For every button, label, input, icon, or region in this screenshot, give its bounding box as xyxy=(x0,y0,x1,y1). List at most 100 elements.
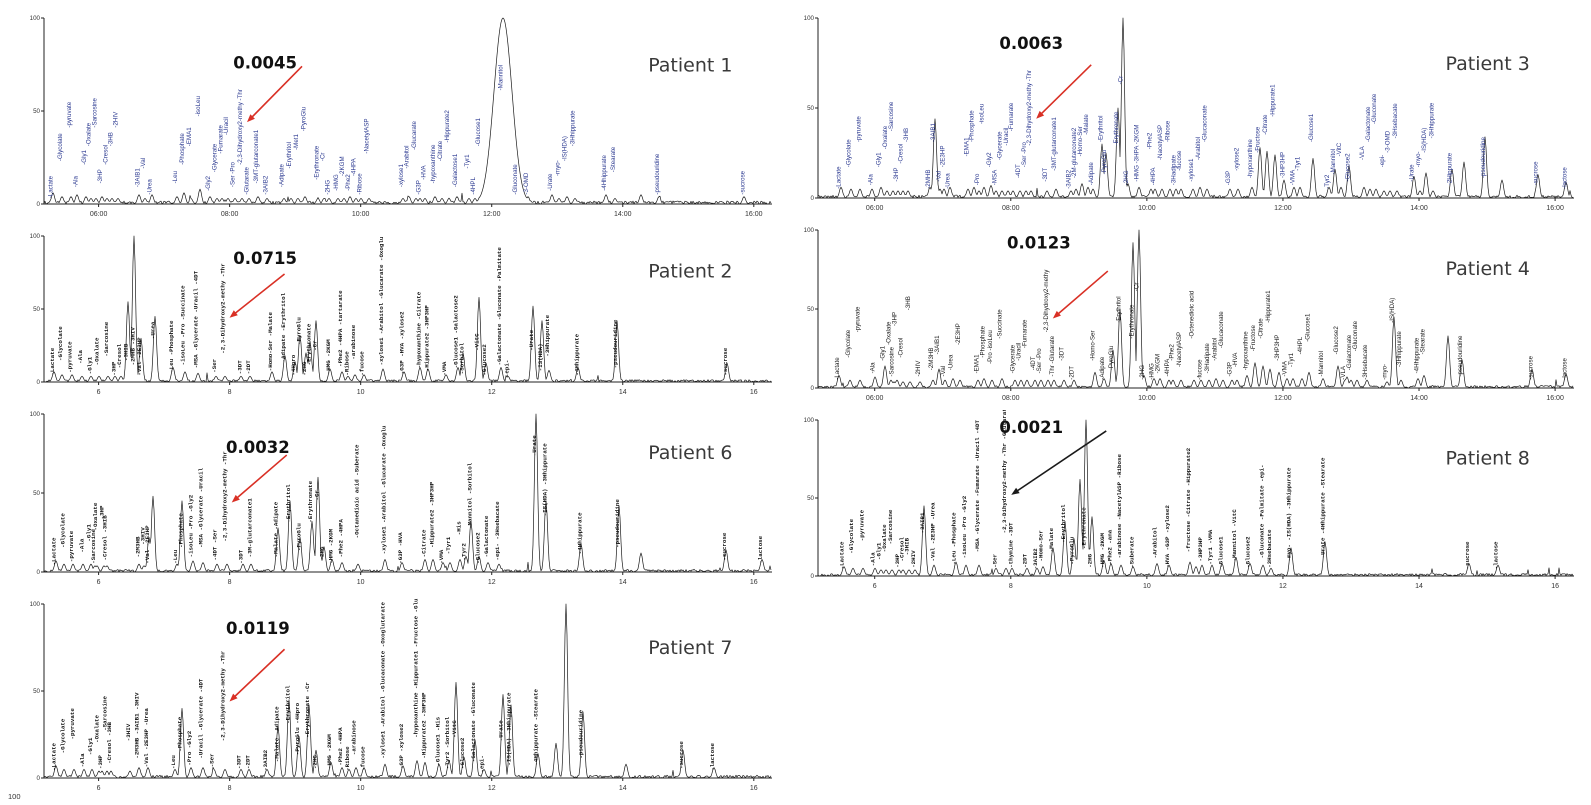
peak-label: -Gluconate xyxy=(1352,320,1359,351)
peak-label: -3Hhippurate xyxy=(1428,102,1435,138)
peak-label: -Glucose2 xyxy=(1245,536,1252,568)
marker-arrowhead-icon xyxy=(1011,487,1020,495)
panel-patient-6: 0 50 100 6 8 10 12 14 16 -Lactate -Glycolate -pyruv… xyxy=(28,404,780,588)
peak-label: -epi- xyxy=(1379,155,1386,167)
peak-label: -Erythronate xyxy=(1128,304,1135,339)
peak-label: -VMA xyxy=(438,549,445,563)
y-tick-label: 100 xyxy=(30,233,41,240)
peak-label: -Citrate xyxy=(437,140,444,161)
x-tick-label: 6 xyxy=(97,389,101,396)
peak-label: -4Hhippurate -Stearate xyxy=(533,689,540,766)
peak-label: -Phosphate xyxy=(969,110,976,142)
peak-label: -Glycerate xyxy=(997,131,1004,160)
peak-label: -IS(HDA) xyxy=(562,136,569,161)
x-tick-label: 12:00 xyxy=(483,211,501,218)
peak-label: -Tyr1 xyxy=(464,154,471,169)
peak-label: -Ser xyxy=(991,553,998,567)
panel-patient-4: 0 50 100 06:00 08:00 10:00 12:00 14:00 16:00 -Lac… xyxy=(802,220,1582,404)
peak-label: -Leu -Phosphate xyxy=(168,320,175,373)
peak-label: -Lactate xyxy=(839,541,846,569)
peak-label: -Urate xyxy=(498,720,505,741)
x-tick-label: 12:00 xyxy=(1274,205,1292,212)
peak-label: -Phe2 -4HPA xyxy=(338,519,345,558)
peak-label: -Urea xyxy=(147,179,154,195)
x-tick-label: 16:00 xyxy=(1546,205,1564,212)
peak-label: -Cresol xyxy=(116,343,123,368)
peak-label: -Val xyxy=(940,366,947,377)
ratio-value: 0.0032 xyxy=(226,438,290,457)
peak-label: -2HG xyxy=(1087,553,1094,567)
x-tick-label: 08:00 xyxy=(1002,205,1020,212)
peak-label: -isoLeu xyxy=(979,103,986,124)
peak-label: -Gly1 xyxy=(876,152,883,167)
peak-label: -MSA xyxy=(991,169,998,185)
peak-label: -pyruvate xyxy=(68,530,75,562)
panel-patient-7: 0 50 100 6 8 10 12 14 16 -Lactate -Glycolate -pyruv… xyxy=(28,594,780,794)
peak-label: -lactose xyxy=(1561,357,1568,379)
peak-label: -Mannitol -Sorbitol xyxy=(466,462,473,529)
chromatogram-patient-2: 0 50 100 6 8 10 12 14 16 -Lactate-Glycolate -pyruv… xyxy=(30,233,772,396)
peak-label: -Cresol xyxy=(102,145,109,165)
peak-label: -pyruvate xyxy=(66,101,73,127)
peak-label: -3DT xyxy=(1042,168,1049,182)
peak-label: -4HPL xyxy=(1297,336,1304,354)
peak-label: -Sarcosine xyxy=(887,509,894,544)
peak-label: -Ser -Pro xyxy=(230,161,237,187)
peak-label: -Tyr1 -VMA xyxy=(1207,529,1214,564)
x-tick-label: 10:00 xyxy=(1138,205,1156,212)
peak-label: -3HP3HP xyxy=(1274,335,1281,361)
peak-label: -pyruvate xyxy=(855,116,862,142)
peak-label: -sucrose xyxy=(1464,541,1471,569)
peak-label: -Glucose2 xyxy=(459,737,466,769)
y-tick-label: 100 xyxy=(30,15,41,22)
peak-label: -PyroGlu xyxy=(295,523,302,551)
peak-label: -Urea xyxy=(150,321,157,339)
peak-label: -4Hhippurate xyxy=(601,154,608,190)
peak-label: -fructose -Citrate -Hippurate2 xyxy=(1185,447,1192,552)
peak-label: -Gly2 xyxy=(986,152,993,167)
peak-label: -Mannitol -VitC xyxy=(1231,509,1238,562)
peak-label: -3AIB2 xyxy=(263,175,270,194)
peak-label: -pseudouridine xyxy=(1457,335,1464,376)
peak-label: -NacetylASP xyxy=(1176,332,1183,367)
peak-label: -MSA -Glycerate -Uracil xyxy=(198,467,205,548)
peak-label: -Gly1 xyxy=(81,149,88,164)
chromatogram-trace xyxy=(43,603,772,779)
peak-label: -Malate -Adipate xyxy=(273,706,280,762)
peak-label: -Glutarate xyxy=(244,167,251,195)
peak-label: -3AIB2 xyxy=(262,749,269,770)
patient-label: Patient 7 xyxy=(648,637,732,659)
peak-label: -Cresol xyxy=(898,537,905,562)
peak-label: -2E3HP xyxy=(955,323,962,345)
peak-label: -Sarcosine xyxy=(90,528,97,563)
peak-label: -Homo-Ser xyxy=(1090,330,1097,360)
peak-label: -Erythronate xyxy=(307,480,314,522)
peak-label: -4Hhippurate xyxy=(1413,337,1420,373)
peak-label: -sucrose xyxy=(739,170,746,194)
peak-label: -Tyr2 -Sorbitol xyxy=(444,716,451,769)
peak-label: -Glucarate xyxy=(411,120,418,149)
peak-label: -Glucose1 -His xyxy=(434,716,441,765)
peak-label: -HMG -2KGM xyxy=(327,528,334,563)
peak-label: -hypoxanthine xyxy=(1242,331,1249,370)
peak-label: -myo- xyxy=(554,160,561,176)
x-tick-label: 10 xyxy=(1143,583,1151,590)
peak-label: -Ser xyxy=(209,753,216,767)
peak-label: -Glucose1 xyxy=(1304,313,1311,342)
peak-label: -Galactonate xyxy=(1346,334,1353,370)
peak-label: -Citrate xyxy=(1262,114,1269,135)
peak-label: -Met1 xyxy=(293,134,300,150)
peak-label: -Malate xyxy=(1083,114,1090,135)
peak-label: -Ser xyxy=(211,358,218,372)
peak-label: -Fumarate xyxy=(1022,319,1029,348)
peak-label: -pseudouridine xyxy=(654,153,661,194)
peak-label: -3DT xyxy=(236,360,243,374)
peak-label: -2HG xyxy=(1123,170,1130,185)
peak-label: -IS(HDA) -3Hhippurate xyxy=(506,692,513,766)
peak-label: -4HPA xyxy=(1150,167,1157,186)
peak-label: -fucose xyxy=(1196,359,1203,380)
peak-label: -Phe2 -ana xyxy=(1106,529,1113,564)
ratio-value: 0.0063 xyxy=(999,34,1063,53)
x-tick-label: 06:00 xyxy=(866,205,884,212)
peak-label: -sucrose xyxy=(1527,355,1534,379)
